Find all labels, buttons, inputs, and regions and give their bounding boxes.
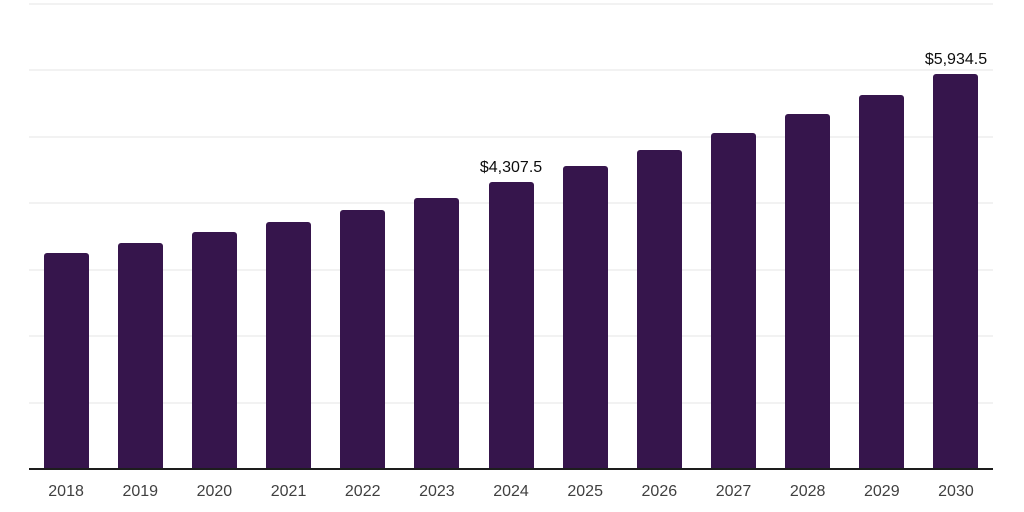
bars-row: $4,307.5 $5,934.5 <box>29 3 993 468</box>
x-label-2023: 2023 <box>419 483 455 500</box>
bar-2023 <box>414 198 460 468</box>
x-label-2018: 2018 <box>48 483 84 500</box>
bar-2026 <box>636 150 682 468</box>
bar-cell-2018 <box>29 3 103 468</box>
bar-cell-2020 <box>177 3 251 468</box>
value-label-2024: $4,307.5 <box>479 159 543 176</box>
bar-2022 <box>340 210 386 468</box>
bar-2019 <box>117 243 163 468</box>
x-label-2022: 2022 <box>344 483 381 500</box>
bar-cell-2025 <box>548 3 622 468</box>
x-label-2019: 2019 <box>122 483 159 500</box>
x-label-2027: 2027 <box>715 483 752 500</box>
bar-2030: $5,934.5 <box>925 51 987 468</box>
value-label-2030: $5,934.5 <box>924 51 988 68</box>
bar-cell-2019 <box>103 3 177 468</box>
x-label-2021: 2021 <box>270 483 307 500</box>
bar-2024: $4,307.5 <box>480 159 542 468</box>
x-axis-labels: 2018 2019 2020 2021 2022 2023 2024 2025 2026 2027… <box>29 483 993 501</box>
bar-2029 <box>859 95 905 468</box>
gridline <box>29 3 993 5</box>
bar-cell-2024: $4,307.5 <box>474 3 548 468</box>
bar-cell-2028 <box>771 3 845 468</box>
bar-cell-2029 <box>845 3 919 468</box>
bar-cell-2030: $5,934.5 <box>919 3 993 468</box>
bar-2020 <box>191 232 237 468</box>
x-label-2030: 2030 <box>938 483 974 500</box>
x-label-2028: 2028 <box>789 483 826 500</box>
gridline <box>29 136 993 138</box>
bar-2018 <box>43 253 89 468</box>
bar-2027 <box>710 133 756 468</box>
bar-2028 <box>785 114 831 468</box>
bar-cell-2022 <box>326 3 400 468</box>
x-label-2020: 2020 <box>196 483 233 500</box>
x-axis-line <box>29 468 993 470</box>
bar-2021 <box>266 222 312 468</box>
bar-cell-2023 <box>400 3 474 468</box>
x-label-2029: 2029 <box>864 483 900 500</box>
gridline <box>29 69 993 71</box>
bar-cell-2026 <box>622 3 696 468</box>
x-label-2025: 2025 <box>567 483 603 500</box>
x-label-2024: 2024 <box>493 483 529 500</box>
bar-2025 <box>562 166 608 468</box>
x-label-2026: 2026 <box>641 483 678 500</box>
bar-cell-2027 <box>696 3 770 468</box>
plot-area: $4,307.5 $5,934.5 <box>29 3 993 470</box>
bar-cell-2021 <box>251 3 325 468</box>
